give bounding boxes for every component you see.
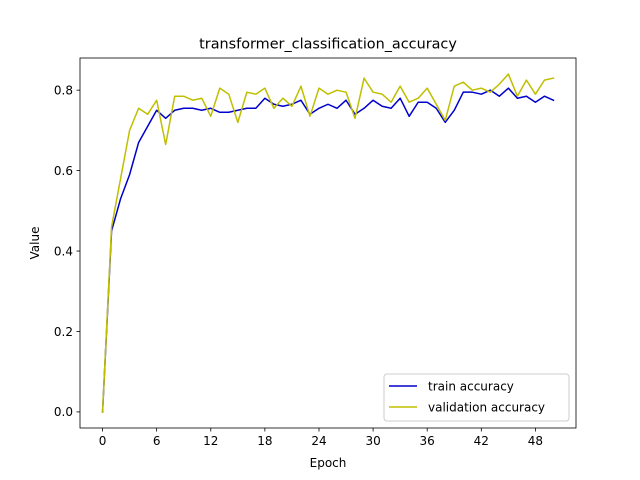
y-tick-label: 0.0 — [54, 405, 73, 419]
x-tick-label: 36 — [420, 434, 435, 448]
x-tick-label: 24 — [311, 434, 326, 448]
y-tick-label: 0.6 — [54, 164, 73, 178]
legend: train accuracy validation accuracy — [383, 373, 570, 422]
x-tick-label: 0 — [99, 434, 107, 448]
plot-area — [101, 73, 555, 413]
x-tick-label: 42 — [474, 434, 489, 448]
y-axis-label: Value — [28, 227, 42, 260]
legend-entry-label: train accuracy — [428, 379, 514, 393]
y-tick-label: 0.2 — [54, 325, 73, 339]
x-tick-label: 30 — [365, 434, 380, 448]
x-tick-label: 18 — [257, 434, 272, 448]
chart-title: transformer_classification_accuracy — [199, 37, 457, 53]
y-axis: 0.0 0.2 0.4 0.6 0.8 — [54, 83, 80, 419]
axes-frame — [79, 57, 577, 429]
x-tick-label: 12 — [203, 434, 218, 448]
series-line-train-accuracy — [101, 87, 555, 413]
x-tick-label: 48 — [528, 434, 543, 448]
series-line-validation-accuracy — [101, 73, 555, 413]
x-axis: 0 6 12 18 24 30 36 42 48 — [99, 428, 543, 448]
legend-entry-label: validation accuracy — [428, 400, 545, 414]
y-tick-label: 0.4 — [54, 244, 73, 258]
x-tick-label: 6 — [153, 434, 161, 448]
x-axis-label: Epoch — [310, 456, 347, 470]
y-tick-label: 0.8 — [54, 83, 73, 97]
legend-box — [383, 373, 570, 422]
